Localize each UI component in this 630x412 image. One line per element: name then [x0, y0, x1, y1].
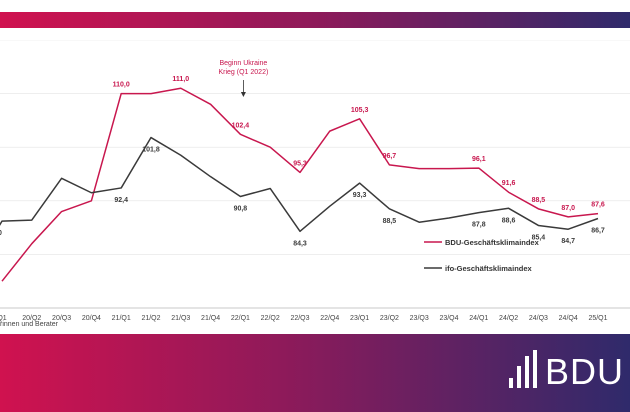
data-label-ifo: 87,8 [472, 222, 486, 229]
x-tick-label: 23/Q4 [439, 315, 458, 322]
data-label-bdu: 87,6 [591, 202, 605, 209]
x-tick-label: 24/Q1 [469, 315, 488, 322]
data-label-ifo: 88,5 [383, 218, 397, 225]
data-label-bdu: 96,1 [472, 156, 486, 163]
annotation-line-1: Beginn Ukraine [219, 60, 267, 67]
data-label-bdu: 91,6 [502, 180, 516, 187]
data-label-ifo: 86,7 [591, 227, 605, 234]
x-tick-label: 21/Q2 [141, 315, 160, 322]
x-tick-label: 25/Q1 [588, 315, 607, 322]
x-tick-label: 21/Q1 [112, 315, 131, 322]
x-tick-label: 22/Q2 [261, 315, 280, 322]
x-tick-label: 21/Q4 [201, 315, 220, 322]
data-label-bdu: 111,0 [172, 76, 189, 83]
data-label-bdu: 95,3 [293, 160, 307, 167]
data-label-ifo: 101,8 [142, 147, 160, 154]
data-label-ifo: 90,8 [234, 206, 248, 213]
x-tick-label: 20/Q3 [52, 315, 71, 322]
data-label-bdu: 96,7 [383, 153, 397, 160]
x-tick-label: 24/Q2 [499, 315, 518, 322]
chart-svg: Q1 20/Q2 20/Q3 20/Q4 21/Q1 21/Q2 21/Q3 21/Q4 22/… [0, 39, 630, 322]
source-footnote: rinnen und Berater [0, 321, 58, 328]
x-tick-label: 20/Q2 [22, 315, 41, 322]
x-tick-label: 20/Q4 [82, 315, 101, 322]
data-label-ifo: 92,4 [114, 197, 128, 204]
line-chart: Q1 20/Q2 20/Q3 20/Q4 21/Q1 21/Q2 21/Q3 21/Q4 22/… [0, 39, 630, 336]
legend-label-bdu: BDU-Geschäftsklimaindex [445, 238, 540, 247]
legend-label-ifo: ifo-Geschäftsklimaindex [445, 264, 533, 273]
data-label-bdu: 88,5 [532, 197, 546, 204]
x-tick-label: 22/Q3 [290, 315, 309, 322]
data-label-ifo: 0 [0, 230, 2, 237]
data-label-ifo: 93,3 [353, 192, 367, 199]
series-lines [0, 87, 599, 282]
series-line-bdu [1, 87, 599, 282]
data-label-ifo: 84,3 [293, 240, 307, 247]
data-label-ifo: 84,7 [561, 238, 575, 245]
series-line-ifo [0, 136, 599, 233]
x-tick-label: 23/Q2 [380, 315, 399, 322]
data-label-ifo: 85,4 [532, 234, 546, 241]
data-label-ifo: 88,6 [502, 217, 516, 224]
x-tick-label: 24/Q3 [529, 315, 548, 322]
data-label-bdu: 110,0 [113, 82, 130, 89]
bdu-logo-icon [509, 350, 537, 388]
data-labels: 110,0 111,0 102,4 95,3 105,3 96,7 96,1 91,6 88,5… [0, 76, 605, 247]
x-tick-label: 22/Q1 [231, 315, 250, 322]
x-tick-label: 23/Q3 [410, 315, 429, 322]
x-tick-label: 24/Q4 [559, 315, 578, 322]
logo-text: BDU [545, 351, 625, 392]
data-label-bdu: 87,0 [561, 205, 575, 212]
top-banner [0, 12, 630, 28]
x-tick-label: 21/Q3 [171, 315, 190, 322]
data-label-bdu: 102,4 [232, 122, 250, 129]
x-tick-label: 23/Q1 [350, 315, 369, 322]
data-label-bdu: 105,3 [351, 107, 369, 114]
annotation-arrowhead [240, 92, 246, 97]
annotation-line-2: Krieg (Q1 2022) [218, 69, 268, 76]
legend: BDU-Geschäftsklimaindex ifo-Geschäftskli… [424, 238, 540, 273]
annotation: Beginn Ukraine Krieg (Q1 2022) [218, 60, 268, 97]
x-axis: Q1 20/Q2 20/Q3 20/Q4 21/Q1 21/Q2 21/Q3 21/Q4 22/… [0, 307, 630, 322]
x-tick-label: 22/Q4 [320, 315, 339, 322]
x-tick-label: Q1 [0, 315, 7, 322]
chart-grid [0, 39, 630, 309]
